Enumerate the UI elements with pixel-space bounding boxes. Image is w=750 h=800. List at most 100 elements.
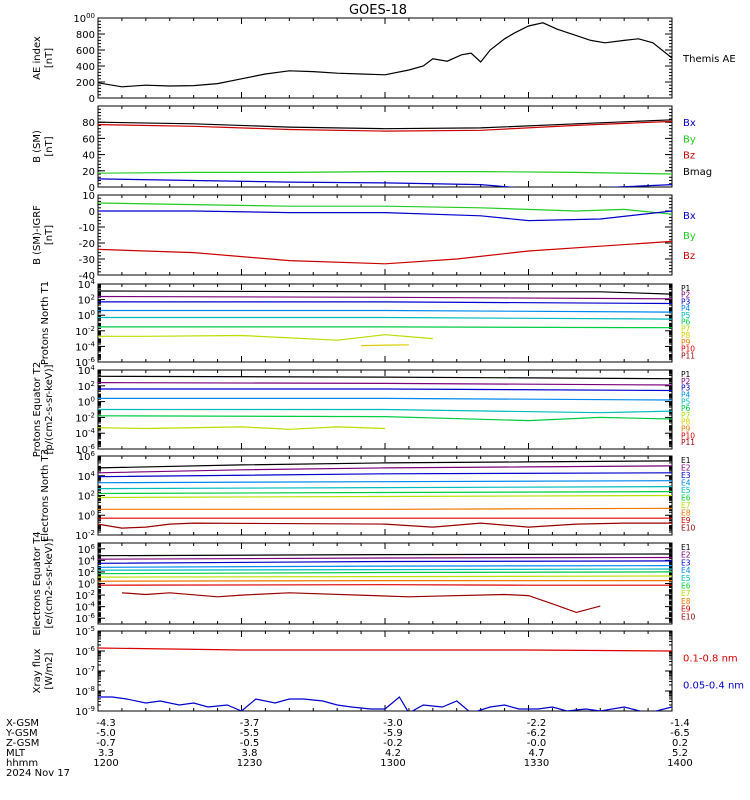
legend-e6: E6 bbox=[681, 494, 691, 503]
series-e1 bbox=[98, 460, 672, 469]
y-axis-label: Xray flux bbox=[32, 649, 43, 694]
series-p1 bbox=[98, 290, 672, 295]
y-tick-label: 104 bbox=[78, 470, 96, 483]
panel-1: 0 200 400 600 800 1000 AE index [nT] Themis AE bbox=[32, 12, 736, 105]
panel-3: -40 -30 -20 -10 0 10 B (SM)-IGRF [nT] Bx By Bz bbox=[32, 191, 696, 282]
y-axis-label: [nT] bbox=[44, 136, 55, 156]
series-group bbox=[98, 647, 672, 711]
legend-p1: P1 bbox=[681, 284, 691, 293]
ephemeris-value: -1.4 bbox=[670, 718, 690, 729]
series-p2 bbox=[98, 295, 672, 300]
panel-8: 10-9 10-8 10-7 10-6 10-5 Xray flux [W/m2] 0.1-0… bbox=[32, 625, 744, 718]
y-tick-label: 10-5 bbox=[75, 625, 95, 638]
y-axis-label: Electrons North T3 bbox=[40, 449, 51, 542]
legend-bz: Bz bbox=[683, 151, 695, 162]
legend-p1: P1 bbox=[681, 370, 691, 379]
legend-by: By bbox=[683, 231, 696, 242]
legend-bz: Bz bbox=[683, 251, 695, 262]
ephemeris-value: -3.0 bbox=[383, 718, 403, 729]
panel-frame bbox=[97, 283, 673, 363]
y-tick-label: 10-2 bbox=[75, 529, 95, 542]
series-e2 bbox=[98, 556, 672, 560]
series-e2 bbox=[98, 465, 672, 474]
legend-e7: E7 bbox=[681, 501, 691, 510]
series-e9 bbox=[98, 584, 672, 586]
y-tick-label: 80 bbox=[82, 118, 95, 129]
y-tick-label: 10-2 bbox=[75, 325, 95, 338]
legend-p6: P6 bbox=[681, 404, 691, 413]
legend-e10: E10 bbox=[681, 612, 696, 621]
y-tick-label: 10-2 bbox=[75, 411, 95, 424]
legend: Bx By Bz bbox=[683, 211, 696, 262]
ephemeris-value: 3.3 bbox=[98, 748, 114, 759]
series-themis-ae bbox=[98, 22, 672, 88]
legend-p11: P11 bbox=[681, 351, 695, 360]
legend-e2: E2 bbox=[681, 464, 691, 473]
legend: 0.1-0.8 nm 0.05-0.4 nm bbox=[683, 654, 744, 692]
ephemeris-value: -0.5 bbox=[240, 738, 260, 749]
legend-p4: P4 bbox=[681, 390, 691, 399]
series-p6 bbox=[98, 415, 672, 422]
y-tick-label: 1000 bbox=[73, 12, 95, 25]
series-by bbox=[98, 202, 672, 215]
series-e6 bbox=[98, 491, 672, 495]
y-tick-label: -40 bbox=[79, 271, 95, 282]
series-e3 bbox=[98, 472, 672, 478]
y-tick-label: 10-7 bbox=[75, 665, 95, 678]
y-tick-label: 600 bbox=[76, 46, 95, 57]
series-group bbox=[98, 22, 672, 88]
y-tick-label: 102 bbox=[78, 294, 95, 307]
y-tick-label: 0 bbox=[89, 183, 95, 194]
panel-frame bbox=[97, 105, 673, 188]
legend-e9: E9 bbox=[681, 516, 691, 525]
legend-p2: P2 bbox=[681, 291, 691, 300]
series-p1 bbox=[98, 375, 672, 380]
y-axis-label: Protons North T1 bbox=[40, 281, 51, 365]
ephemeris-row-label: hhmm bbox=[6, 758, 38, 769]
legend: Themis AE bbox=[682, 54, 736, 65]
y-axis-label: [nT] bbox=[44, 48, 55, 68]
ephemeris-value: 5.2 bbox=[672, 748, 688, 759]
ephemeris-value: -5.5 bbox=[240, 728, 260, 739]
legend-bx: Bx bbox=[683, 118, 696, 129]
legend-e8: E8 bbox=[681, 597, 691, 606]
y-tick-label: 104 bbox=[78, 278, 96, 291]
y-axis-label: B (SM) bbox=[32, 130, 43, 163]
series-p8 bbox=[361, 344, 409, 347]
y-tick-label: 10-4 bbox=[75, 427, 95, 440]
legend-bx: Bx bbox=[683, 211, 696, 222]
legend-p3: P3 bbox=[681, 297, 691, 306]
date-label: 2024 Nov 17 bbox=[6, 768, 70, 779]
legend-e7: E7 bbox=[681, 589, 691, 598]
series-p7 bbox=[98, 426, 386, 430]
y-tick-label: 100 bbox=[78, 509, 95, 522]
legend-e3: E3 bbox=[681, 558, 691, 567]
series-0-05-0-4-nm bbox=[98, 696, 672, 711]
ephemeris-value: 1230 bbox=[237, 758, 262, 769]
legend-p4: P4 bbox=[681, 304, 691, 313]
panel-frame bbox=[97, 630, 673, 712]
legend-e8: E8 bbox=[681, 509, 691, 518]
y-axis-label: [p/(cm2-s-sr-keV)] bbox=[44, 364, 55, 454]
y-tick-label: 102 bbox=[78, 380, 95, 393]
legend-p8: P8 bbox=[681, 418, 691, 427]
series-p2 bbox=[98, 382, 672, 386]
legend-p5: P5 bbox=[681, 397, 691, 406]
y-axis-label: B (SM)-IGRF bbox=[32, 205, 43, 265]
ephemeris-value: 3.8 bbox=[242, 748, 258, 759]
y-axis-label: Electrons Equator T4 bbox=[32, 531, 43, 635]
series-p3 bbox=[98, 301, 672, 305]
y-tick-label: 10-8 bbox=[75, 685, 95, 698]
y-axis-label: [e/(cm2-s-sr-keV)] bbox=[44, 538, 55, 628]
panel-2: 0 20 40 60 80 B (SM) [nT] Bx By Bz Bmag bbox=[32, 105, 712, 194]
series-e8 bbox=[98, 507, 672, 510]
series-e4 bbox=[98, 564, 672, 568]
ephemeris-value: -4.3 bbox=[96, 718, 116, 729]
y-tick-label: -30 bbox=[79, 255, 95, 266]
ephemeris-value: 4.7 bbox=[529, 748, 545, 759]
legend-p2: P2 bbox=[681, 377, 691, 386]
ephemeris-value: 1300 bbox=[380, 758, 405, 769]
